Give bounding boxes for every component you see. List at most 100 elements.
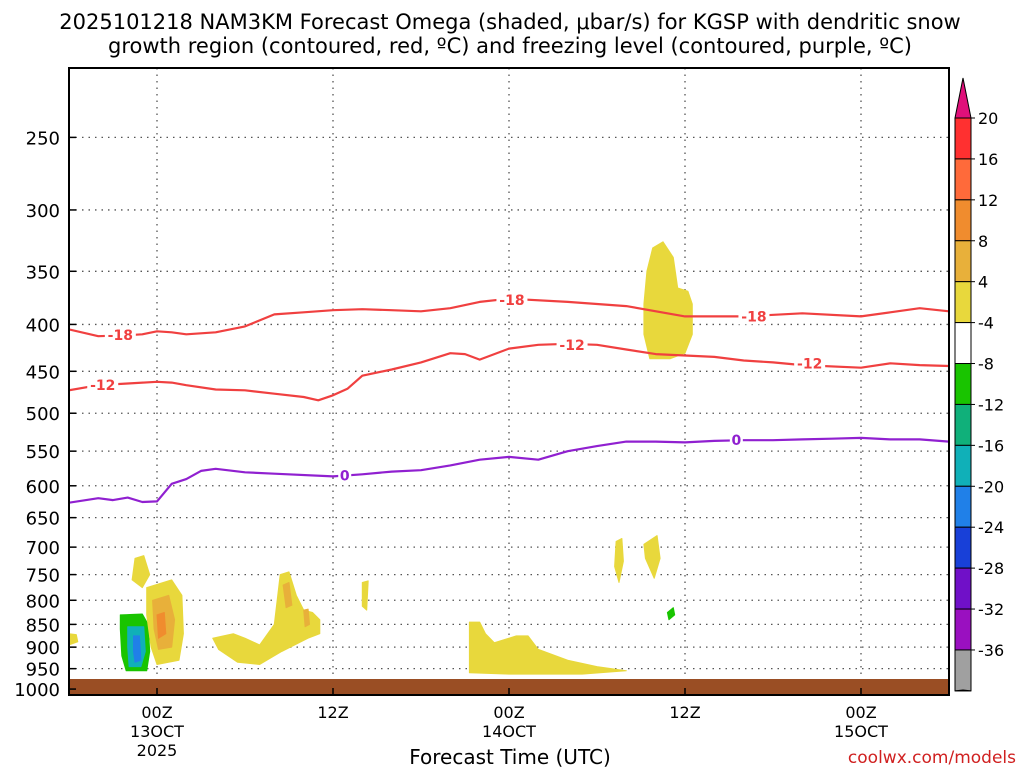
y-tick-label-800: 800 bbox=[26, 591, 60, 612]
colorbar-swatch-7 bbox=[954, 403, 972, 446]
colorbar-swatch-10 bbox=[954, 526, 972, 569]
upward-yellow-low-1 bbox=[131, 555, 151, 589]
y-tick-label-750: 750 bbox=[26, 566, 60, 587]
colorbar-swatch-6 bbox=[954, 363, 972, 405]
colorbar-label-9: -20 bbox=[978, 477, 1004, 496]
colorbar-label-1: 16 bbox=[978, 150, 998, 169]
colorbar-label-3: 8 bbox=[978, 232, 988, 251]
colorbar-label-6: -8 bbox=[978, 355, 994, 374]
freezing-level-label-bg-1 bbox=[729, 432, 743, 449]
upward-orange-low-3b bbox=[303, 608, 310, 628]
y-tick-label-850: 850 bbox=[26, 615, 60, 636]
colorbar-swatch-5 bbox=[954, 322, 972, 365]
dgz-minus18-label-bg-1 bbox=[496, 291, 528, 308]
colorbar-swatch-4 bbox=[954, 281, 972, 324]
colorbar-label-4: 4 bbox=[978, 273, 988, 292]
downward-blue bbox=[133, 635, 142, 663]
colorbar-swatch-2 bbox=[954, 199, 972, 242]
ground-fill bbox=[69, 678, 949, 695]
colorbar-swatch-13 bbox=[954, 649, 972, 692]
temperature-contours: -18 -18 -18 -12 -12 -12 0 0 bbox=[69, 291, 949, 504]
dgz-minus12-label-bg-1 bbox=[556, 336, 588, 353]
x-tick-label-3: 12Z bbox=[669, 703, 700, 722]
dgz-minus18-label-2: -18 bbox=[741, 309, 766, 325]
y-tick-label-950: 950 bbox=[26, 660, 60, 681]
dgz-minus12-label-bg-2 bbox=[794, 355, 826, 372]
freezing-level-label-0: 0 bbox=[340, 469, 350, 485]
upward-yellow-low-4 bbox=[361, 580, 369, 611]
dgz-minus12-label-bg-0 bbox=[87, 377, 119, 394]
y-tick-label-650: 650 bbox=[26, 509, 60, 530]
colorbar-label-8: -16 bbox=[978, 436, 1004, 455]
colorbar-label-13: -36 bbox=[978, 641, 1004, 660]
colorbar-bottom-arrow bbox=[954, 689, 972, 692]
dgz-minus18-label-0: -18 bbox=[108, 328, 133, 344]
upward-yellow-low-left bbox=[69, 633, 79, 646]
y-tick-label-450: 450 bbox=[26, 362, 60, 383]
x-axis-label: Forecast Time (UTC) bbox=[409, 745, 611, 768]
x-tick-date-4: 15OCT bbox=[834, 722, 888, 741]
dgz-minus18-label-1: -18 bbox=[499, 293, 524, 309]
chart-title-line2: growth region (contoured, red, ºC) and f… bbox=[108, 34, 912, 58]
y-tick-label-900: 900 bbox=[26, 638, 60, 659]
x-tick-label-4: 00Z bbox=[845, 703, 876, 722]
dgz-minus18-line bbox=[69, 297, 949, 338]
x-tick-date-0: 13OCT bbox=[130, 722, 184, 741]
colorbar-swatch-3 bbox=[954, 240, 972, 283]
y-tick-label-400: 400 bbox=[26, 315, 60, 336]
colorbar-swatch-8 bbox=[954, 444, 972, 487]
freezing-level-line bbox=[69, 436, 949, 504]
ground-surface bbox=[69, 678, 949, 695]
y-tick-label-300: 300 bbox=[26, 201, 60, 222]
freezing-level-label-1: 0 bbox=[731, 433, 741, 449]
dgz-minus18-label-bg-2 bbox=[738, 308, 770, 325]
colorbar-label-7: -12 bbox=[978, 395, 1004, 414]
dgz-minus18-label-bg-0 bbox=[104, 327, 136, 344]
upward-yellow-upper bbox=[643, 241, 693, 360]
colorbar-swatch-1 bbox=[954, 158, 972, 201]
x-tick-label-0: 00Z bbox=[141, 703, 172, 722]
upward-yellow-low-3 bbox=[212, 571, 321, 665]
colorbar-label-10: -24 bbox=[978, 518, 1004, 537]
colorbar: 20 16 12 8 4 -4 -8 -12 -16 -20 -24 -28 -32 -36 bbox=[954, 77, 1004, 692]
downward-green-speck bbox=[666, 607, 676, 621]
dgz-minus12-label-2: -12 bbox=[797, 356, 822, 372]
upward-yellow-low-5 bbox=[468, 621, 627, 675]
dgz-minus12-label-1: -12 bbox=[559, 338, 584, 354]
pressure-gridlines bbox=[69, 68, 949, 695]
colorbar-label-11: -28 bbox=[978, 559, 1004, 578]
credit-text: coolwx.com/models bbox=[848, 748, 1016, 768]
chart-title-line1: 2025101218 NAM3KM Forecast Omega (shaded… bbox=[59, 10, 960, 34]
x-tick-label-2: 00Z bbox=[493, 703, 524, 722]
colorbar-swatch-0 bbox=[954, 117, 972, 160]
omega-shading bbox=[69, 241, 693, 675]
y-tick-label-350: 350 bbox=[26, 262, 60, 283]
y-tick-label-700: 700 bbox=[26, 538, 60, 559]
upward-orange-core bbox=[156, 612, 167, 639]
upward-yellow-mid-2 bbox=[643, 535, 661, 579]
colorbar-swatch-11 bbox=[954, 567, 972, 610]
x-tick-label-1: 12Z bbox=[317, 703, 348, 722]
colorbar-swatch-9 bbox=[954, 485, 972, 528]
colorbar-swatch-12 bbox=[954, 608, 972, 651]
colorbar-top-arrow bbox=[954, 77, 972, 119]
upward-yellow-mid-1 bbox=[614, 538, 624, 583]
y-tick-label-1000: 1000 bbox=[14, 680, 60, 701]
freezing-level-label-bg-0 bbox=[338, 467, 352, 484]
colorbar-label-5: -4 bbox=[978, 314, 994, 333]
x-tick-date-2: 14OCT bbox=[482, 722, 536, 741]
y-tick-label-500: 500 bbox=[26, 404, 60, 425]
y-tick-label-600: 600 bbox=[26, 477, 60, 498]
upward-orange-low-3 bbox=[282, 582, 293, 609]
dgz-minus12-line bbox=[69, 342, 949, 402]
y-tick-label-250: 250 bbox=[26, 128, 60, 149]
colorbar-label-2: 12 bbox=[978, 191, 998, 210]
y-tick-label-550: 550 bbox=[26, 442, 60, 463]
y-axis: 2503003504004505005506006507007508008509… bbox=[14, 128, 76, 701]
colorbar-label-12: -32 bbox=[978, 600, 1004, 619]
dgz-minus12-label-0: -12 bbox=[90, 378, 115, 394]
colorbar-label-0: 20 bbox=[978, 109, 998, 128]
x-tick-year-0: 2025 bbox=[137, 741, 178, 760]
